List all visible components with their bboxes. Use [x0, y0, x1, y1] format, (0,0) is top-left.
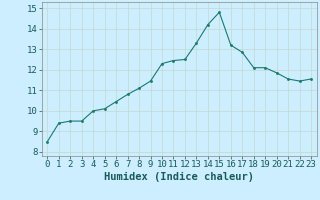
X-axis label: Humidex (Indice chaleur): Humidex (Indice chaleur) — [104, 172, 254, 182]
